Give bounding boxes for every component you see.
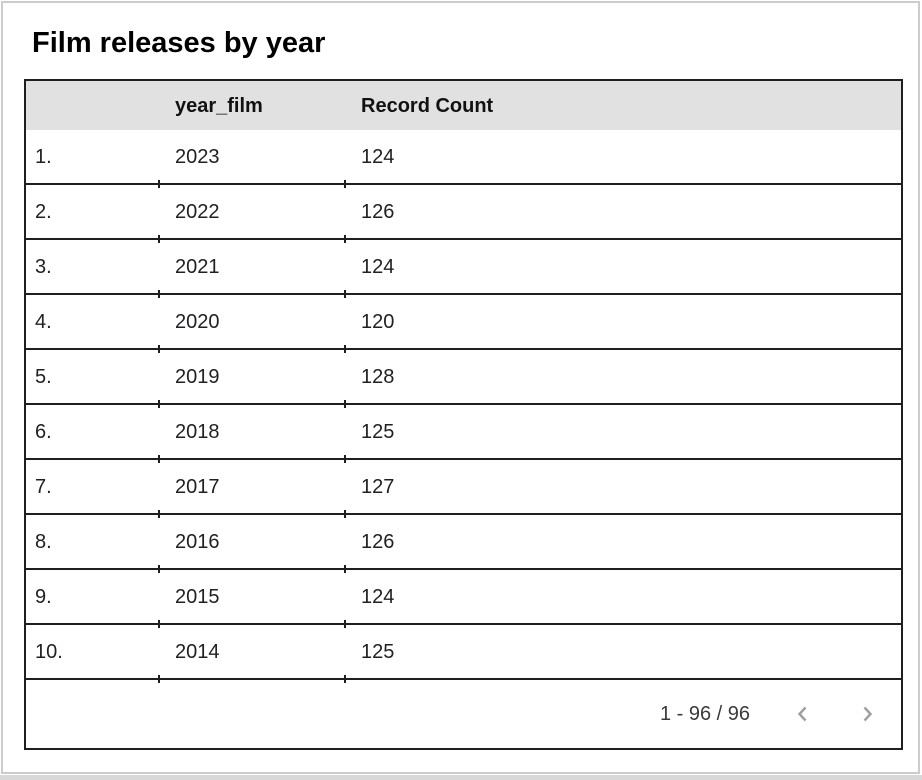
row-number-cell: 4. bbox=[35, 311, 52, 332]
table-row: 6. 2018 125 bbox=[26, 405, 901, 463]
year-film-cell: 2020 bbox=[175, 311, 220, 332]
year-film-cell: 2021 bbox=[175, 256, 220, 277]
row-number-cell: 6. bbox=[35, 421, 52, 442]
table-footer: 1 - 96 / 96 bbox=[26, 680, 901, 748]
year-film-cell: 2014 bbox=[175, 641, 220, 662]
record-count-cell: 128 bbox=[361, 366, 395, 387]
chevron-right-icon bbox=[855, 702, 879, 726]
table-row: 3. 2021 124 bbox=[26, 240, 901, 298]
header-record-count[interactable]: Record Count bbox=[361, 95, 494, 116]
chart-title: Film releases by year bbox=[32, 27, 326, 59]
chevron-left-icon bbox=[791, 702, 815, 726]
record-count-cell: 127 bbox=[361, 476, 395, 497]
table-row: 4. 2020 120 bbox=[26, 295, 901, 353]
table-row: 9. 2015 124 bbox=[26, 570, 901, 628]
row-number-cell: 1. bbox=[35, 146, 52, 167]
row-number-cell: 8. bbox=[35, 531, 52, 552]
year-film-cell: 2018 bbox=[175, 421, 220, 442]
record-count-cell: 125 bbox=[361, 641, 395, 662]
year-film-cell: 2016 bbox=[175, 531, 220, 552]
record-count-cell: 126 bbox=[361, 201, 395, 222]
pagination-next-button[interactable] bbox=[855, 702, 879, 726]
record-count-cell: 124 bbox=[361, 586, 395, 607]
table-row: 10. 2014 125 bbox=[26, 625, 901, 683]
record-count-cell: 120 bbox=[361, 311, 395, 332]
table-row: 7. 2017 127 bbox=[26, 460, 901, 518]
record-count-cell: 124 bbox=[361, 146, 395, 167]
year-film-cell: 2023 bbox=[175, 146, 220, 167]
row-number-cell: 7. bbox=[35, 476, 52, 497]
record-count-cell: 126 bbox=[361, 531, 395, 552]
row-number-cell: 10. bbox=[35, 641, 63, 662]
year-film-cell: 2022 bbox=[175, 201, 220, 222]
year-film-cell: 2015 bbox=[175, 586, 220, 607]
pagination-range-label: 1 - 96 / 96 bbox=[659, 702, 750, 725]
row-number-cell: 3. bbox=[35, 256, 52, 277]
header-year-film[interactable]: year_film bbox=[175, 95, 263, 116]
table-body: 1. 2023 124 2. 2022 126 3. 2021 124 4. 2020 120 5. 20… bbox=[26, 130, 901, 683]
year-film-cell: 2019 bbox=[175, 366, 220, 387]
canvas-background-strip bbox=[0, 775, 922, 780]
table-row: 1. 2023 124 bbox=[26, 130, 901, 188]
pagination-prev-button[interactable] bbox=[791, 702, 815, 726]
table-row: 8. 2016 126 bbox=[26, 515, 901, 573]
record-count-cell: 125 bbox=[361, 421, 395, 442]
row-number-cell: 5. bbox=[35, 366, 52, 387]
table-row: 2. 2022 126 bbox=[26, 185, 901, 243]
table-row: 5. 2019 128 bbox=[26, 350, 901, 408]
data-table: year_film Record Count 1. 2023 124 2. 2022 12… bbox=[24, 79, 903, 750]
row-number-cell: 2. bbox=[35, 201, 52, 222]
table-header-row: year_film Record Count bbox=[26, 81, 901, 130]
year-film-cell: 2017 bbox=[175, 476, 220, 497]
row-number-cell: 9. bbox=[35, 586, 52, 607]
record-count-cell: 124 bbox=[361, 256, 395, 277]
